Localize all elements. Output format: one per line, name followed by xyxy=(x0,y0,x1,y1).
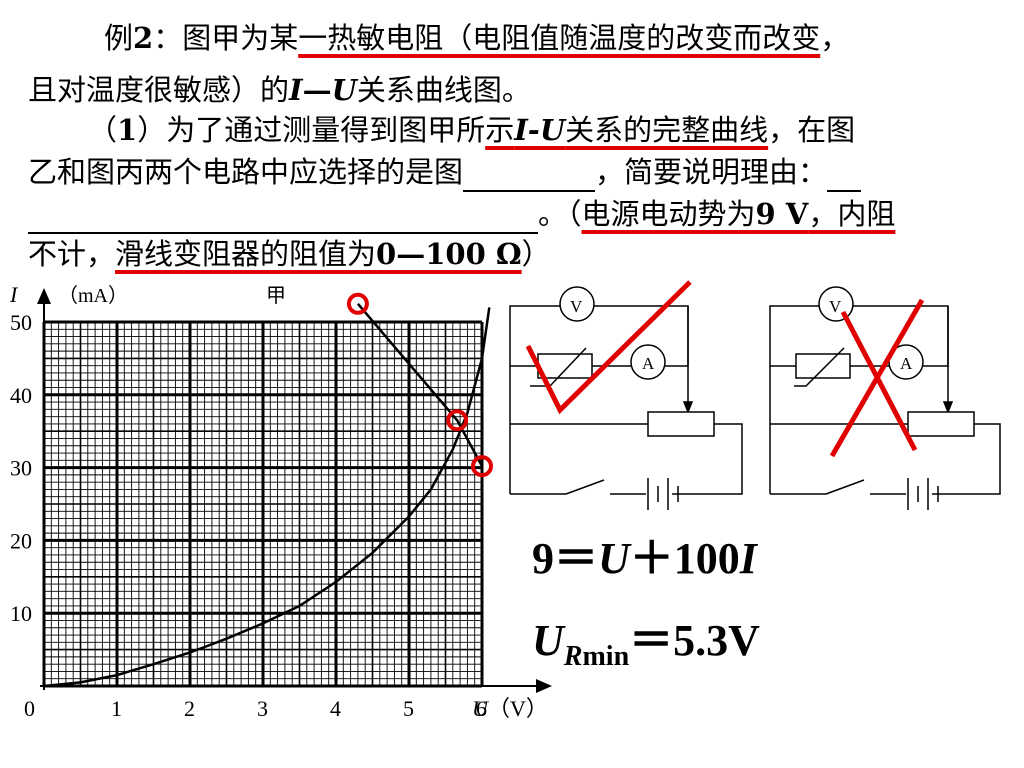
resistance-range: 0—100 Ω xyxy=(376,237,522,271)
underlined-text: 滑线变阻器的阻值为 xyxy=(115,237,377,271)
x-tick-label: 2 xyxy=(184,696,195,721)
point-marker xyxy=(471,455,493,478)
graph-ticks: 0 1 2 3 4 5 6 10 20 30 40 50 xyxy=(10,310,487,721)
answer-blank-3 xyxy=(28,202,538,234)
problem-text: 。（ xyxy=(538,197,582,231)
problem-text: ，简要说明理由： xyxy=(595,155,828,189)
y-axis-symbol: I xyxy=(9,282,19,307)
underlined-text: 一热敏电阻（电阻值随温度的改变而改变 xyxy=(298,21,821,55)
y-axis-arrow xyxy=(37,288,51,304)
ammeter-label: A xyxy=(900,354,913,373)
problem-text: 例 xyxy=(104,21,134,55)
wire xyxy=(672,423,743,495)
y-axis-unit: （mA） xyxy=(58,284,128,307)
answer-blank-1 xyxy=(463,160,596,192)
problem-text: ， xyxy=(820,21,850,55)
load-line xyxy=(356,302,484,467)
slider-arrow xyxy=(682,401,694,415)
x-tick-label: 1 xyxy=(111,696,122,721)
cross-mark-stroke xyxy=(840,310,918,452)
problem-line-4: 乙和图丙两个电路中应选择的是图 ，简要说明理由： xyxy=(28,152,862,192)
dash: — xyxy=(302,73,332,107)
eq-symbol-u: U xyxy=(598,534,630,583)
thermistor xyxy=(795,353,851,379)
x-tick-label: 5 xyxy=(403,696,414,721)
eq-subscript-r: R xyxy=(563,640,583,672)
problem-text: ：图甲为某 xyxy=(153,21,299,55)
problem-line-5: 。（电源电动势为9 V，内阻 xyxy=(28,194,895,234)
x-axis-arrow xyxy=(536,679,552,693)
x-tick-label: 0 xyxy=(24,696,35,721)
y-tick-label: 10 xyxy=(10,601,32,626)
example-number: 2 xyxy=(133,21,154,55)
part-number: 1 xyxy=(117,113,138,147)
wire xyxy=(932,423,1001,495)
problem-text: 且对温度很敏感）的 xyxy=(28,73,290,107)
eq-symbol-i: I xyxy=(739,534,757,583)
x-axis-symbol: U xyxy=(472,696,490,721)
eq-text: ＋100 xyxy=(629,534,740,583)
cross-mark-stroke xyxy=(829,298,925,458)
ammeter xyxy=(630,344,666,380)
y-tick-label: 20 xyxy=(10,528,32,553)
x-axis-unit: （V） xyxy=(488,696,548,721)
symbol-u: U xyxy=(331,73,357,107)
switch xyxy=(825,479,865,495)
rheostat xyxy=(907,411,975,437)
eq-subscript-min: min xyxy=(582,640,630,672)
underlined-text: ，内阻 xyxy=(808,197,896,231)
problem-text: （ xyxy=(88,113,118,147)
x-tick-label: 3 xyxy=(257,696,268,721)
underlined-text: 示 xyxy=(485,113,515,147)
eq-symbol-u: U xyxy=(532,616,564,665)
problem-text: 乙和图丙两个电路中应选择的是图 xyxy=(28,155,464,189)
chart-title: 甲 xyxy=(266,283,286,307)
point-marker xyxy=(446,409,469,432)
symbol-i: I xyxy=(289,73,303,107)
y-tick-label: 50 xyxy=(10,310,32,335)
rheostat xyxy=(647,411,715,437)
eq-text: ＝5.3V xyxy=(629,616,760,665)
problem-line-2: 且对温度很敏感）的I—U关系曲线图。 xyxy=(28,70,531,110)
voltmeter xyxy=(559,286,595,322)
eq-text: 9＝ xyxy=(532,534,598,583)
point-marker xyxy=(346,292,369,315)
underlined-text: 电源电动势为 xyxy=(581,197,756,231)
graph-curves xyxy=(43,292,493,688)
equation-1: 9＝U＋100I xyxy=(532,522,757,586)
problem-text: 不计， xyxy=(28,237,116,271)
iu-curve xyxy=(43,307,491,688)
thermistor xyxy=(537,353,593,379)
y-tick-label: 30 xyxy=(10,456,32,481)
answer-blank-2 xyxy=(827,160,862,192)
problem-text: 关系曲线图。 xyxy=(356,73,531,107)
check-mark xyxy=(525,280,692,415)
ammeter-label: A xyxy=(642,354,655,373)
problem-text: ，在图 xyxy=(768,113,856,147)
voltmeter-label: V xyxy=(829,297,842,316)
problem-line-1: 例2：图甲为某一热敏电阻（电阻值随温度的改变而改变， xyxy=(104,18,849,58)
y-tick-label: 40 xyxy=(10,383,32,408)
problem-line-6: 不计，滑线变阻器的阻值为0—100 Ω） xyxy=(28,234,551,274)
circuit-yi xyxy=(509,286,743,510)
emf-value: 9 V xyxy=(755,197,809,231)
symbol-iu: I-U xyxy=(514,113,566,147)
problem-line-3: （1）为了通过测量得到图甲所示I-U关系的完整曲线，在图 xyxy=(88,110,855,150)
underlined-text: 关系的完整曲线 xyxy=(565,113,769,147)
x-tick-label: 4 xyxy=(330,696,341,721)
voltmeter-label: V xyxy=(570,297,583,316)
switch xyxy=(565,479,605,495)
equation-2: URmin＝5.3V xyxy=(532,604,760,673)
problem-text: ） xyxy=(521,237,551,271)
circuit-bing xyxy=(769,286,1001,510)
slider-arrow xyxy=(942,401,954,415)
thermistor-mark xyxy=(794,347,845,387)
problem-text: ）为了通过测量得到图甲所 xyxy=(137,113,486,147)
x-tick-label: 6 xyxy=(476,696,487,721)
